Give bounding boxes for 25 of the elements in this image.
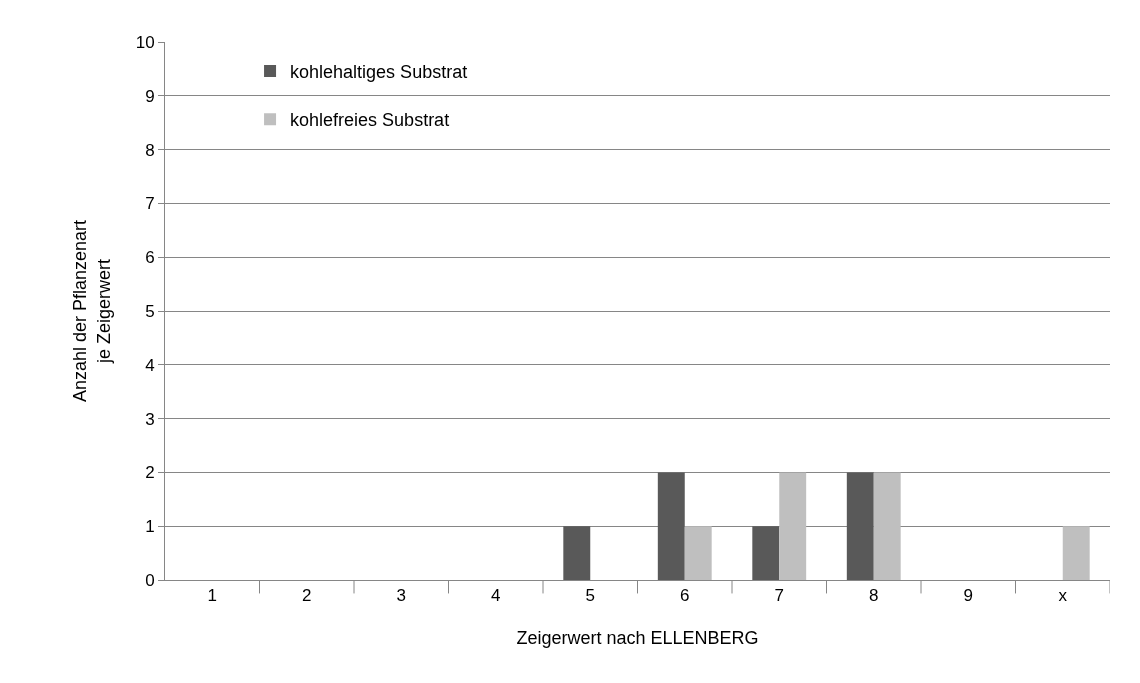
x-axis-title: Zeigerwert nach ELLENBERG — [516, 628, 759, 648]
y-tick-label: 10 — [135, 32, 155, 52]
y-axis-title: Anzahl der Pflanzenart je Zeigerwert — [70, 219, 114, 403]
y-tick-label: 8 — [145, 140, 155, 160]
y-tick-label: 7 — [145, 194, 155, 214]
x-tick-label: 4 — [491, 586, 501, 606]
x-tick-label: 6 — [680, 586, 690, 606]
x-tick-label: x — [1058, 586, 1068, 606]
legend-label: kohlehaltiges Substrat — [290, 61, 468, 82]
y-tick-label: 0 — [145, 570, 155, 590]
x-tick-label: 9 — [963, 586, 973, 606]
x-tick-label: 2 — [302, 586, 312, 606]
x-tick-label: 1 — [207, 586, 217, 606]
y-tick-label: 4 — [145, 355, 155, 375]
x-tick-label: 5 — [585, 586, 595, 606]
y-tick-label: 5 — [145, 301, 155, 321]
x-tick-label: 7 — [774, 586, 784, 606]
x-tick-label: 8 — [869, 586, 879, 606]
legend-label: kohlefreies Substrat — [290, 110, 450, 131]
x-tick-label: 3 — [396, 586, 406, 606]
y-tick-label: 1 — [145, 517, 155, 537]
y-tick-label: 9 — [145, 86, 155, 106]
y-tick-label: 2 — [145, 463, 155, 483]
y-tick-label: 3 — [145, 409, 155, 429]
y-tick-label: 6 — [145, 248, 155, 268]
